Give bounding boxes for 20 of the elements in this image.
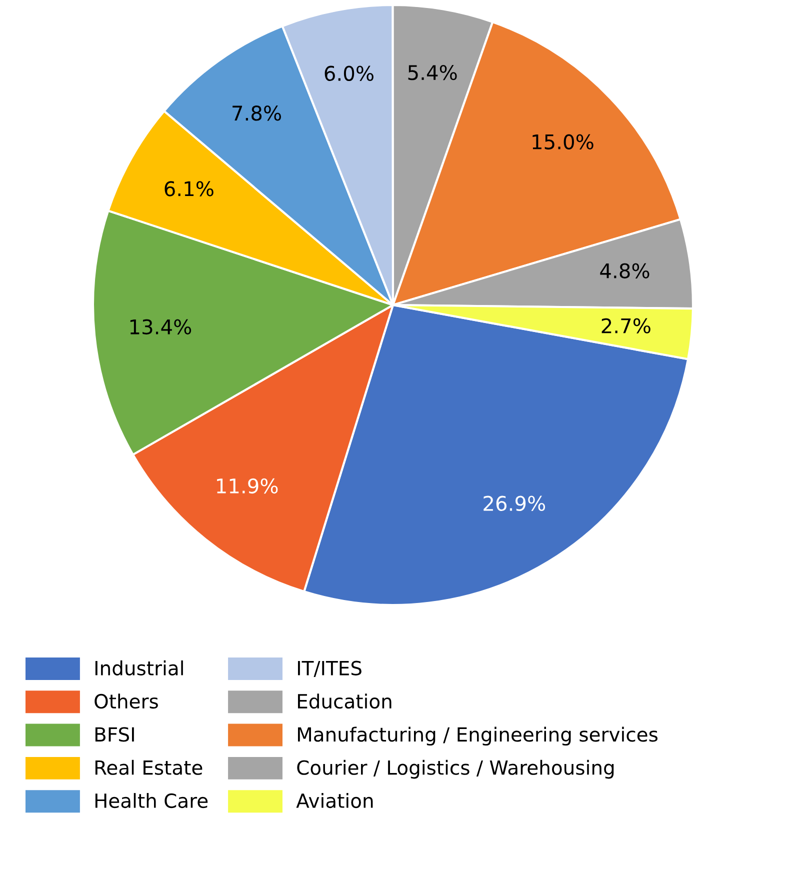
legend-label: IT/ITES xyxy=(298,660,362,677)
data-label: 11.9% xyxy=(217,478,278,494)
data-label: 26.9% xyxy=(484,496,546,512)
data-label: 6.0% xyxy=(324,66,374,82)
data-label: 6.1% xyxy=(164,181,214,196)
legend-label: Manufacturing / Engineering services xyxy=(298,726,658,746)
legend-label: Real Estate xyxy=(95,760,202,775)
data-label: 5.4% xyxy=(408,64,457,80)
data-label: 2.7% xyxy=(602,318,650,334)
data-label: 7.8% xyxy=(232,106,281,121)
legend-label: Others xyxy=(94,694,158,709)
data-label: 15.0% xyxy=(532,134,594,150)
legend-label: BFSI xyxy=(95,727,134,742)
data-label: 4.8% xyxy=(600,263,650,278)
legend-label: Aviation xyxy=(296,793,373,808)
legend-label: Education xyxy=(298,694,392,709)
legend-label: Courier / Logistics / Warehousing xyxy=(297,760,614,779)
legend-label: Industrial xyxy=(95,660,183,676)
legend-label: Health Care xyxy=(95,793,208,808)
data-label: 13.4% xyxy=(130,319,192,334)
